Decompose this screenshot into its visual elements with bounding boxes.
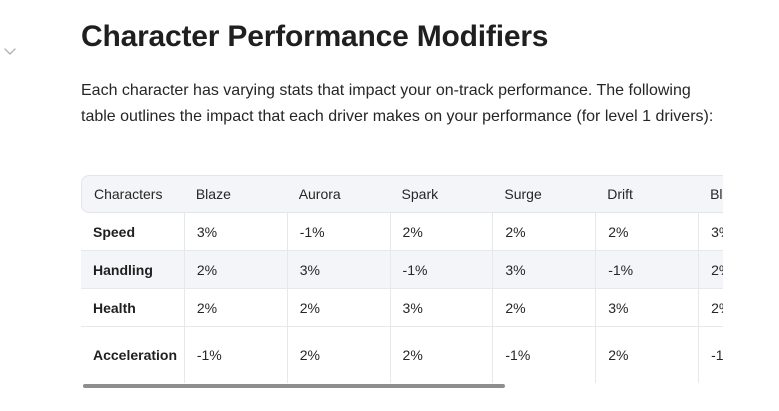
table-cell: 3% <box>389 289 493 327</box>
column-header-characters: Characters <box>81 175 184 213</box>
table-cell: 2% <box>286 289 390 327</box>
scrollbar-thumb[interactable] <box>83 384 505 388</box>
column-header: Blaze <box>183 175 287 213</box>
table-cell: 2% <box>698 251 723 289</box>
table-cell: 2% <box>492 289 596 327</box>
table-cell: -1% <box>698 327 723 383</box>
column-header: Blast <box>698 175 723 213</box>
chevron-down-icon[interactable] <box>4 48 16 58</box>
table-cell: 2% <box>698 289 723 327</box>
intro-paragraph: Each character has varying stats that im… <box>81 82 714 125</box>
column-header: Surge <box>492 175 596 213</box>
column-header: Aurora <box>286 175 390 213</box>
table-cell: -1% <box>389 251 493 289</box>
column-header: Spark <box>389 175 493 213</box>
page-title: Character Performance Modifiers <box>81 20 549 53</box>
table-cell: -1% <box>183 327 287 383</box>
table-cell: -1% <box>286 213 390 251</box>
table-cell: 3% <box>286 251 390 289</box>
row-label: Health <box>81 289 184 327</box>
table-cell: 3% <box>595 289 699 327</box>
table-cell: 3% <box>183 213 287 251</box>
table-cell: 2% <box>183 251 287 289</box>
table-cell: 2% <box>595 213 699 251</box>
table-cell: 3% <box>698 213 723 251</box>
horizontal-scrollbar[interactable] <box>83 384 723 388</box>
table-cell: 2% <box>389 213 493 251</box>
table-header-row: Characters Blaze Aurora Spark Surge Drif… <box>81 175 723 213</box>
table-row: Handling 2% 3% -1% 3% -1% 2% <box>81 251 723 289</box>
column-header: Drift <box>595 175 699 213</box>
table-cell: -1% <box>492 327 595 383</box>
row-label: Speed <box>81 213 184 251</box>
row-label: Acceleration <box>93 346 178 363</box>
table-scroll-container[interactable]: Characters Blaze Aurora Spark Surge Drif… <box>81 175 723 390</box>
table-row: Acceleration -1% 2% 2% -1% 2% -1% <box>81 327 723 383</box>
table-row: Speed 3% -1% 2% 2% 2% 3% <box>81 213 723 251</box>
table-cell: -1% <box>595 251 699 289</box>
table-cell: 2% <box>286 327 390 383</box>
modifiers-table: Characters Blaze Aurora Spark Surge Drif… <box>81 175 723 383</box>
table-row: Health 2% 2% 3% 2% 3% 2% <box>81 289 723 327</box>
table-cell: 3% <box>492 251 596 289</box>
table-cell: 2% <box>595 327 698 383</box>
table-cell: 2% <box>492 213 596 251</box>
table-cell: 2% <box>183 289 287 327</box>
row-label: Handling <box>81 251 184 289</box>
table-cell: 2% <box>389 327 493 383</box>
